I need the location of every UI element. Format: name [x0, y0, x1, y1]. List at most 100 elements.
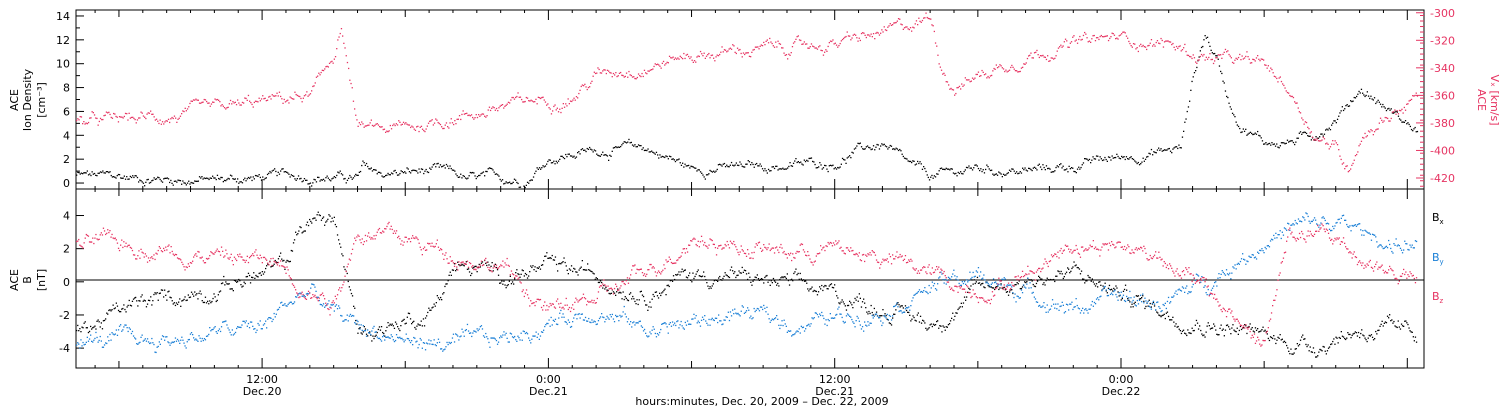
data-point [1191, 57, 1193, 60]
data-point [508, 280, 510, 282]
data-point [732, 309, 734, 311]
data-point [232, 334, 234, 336]
data-point [574, 268, 576, 270]
data-point [207, 177, 209, 180]
data-point [503, 107, 505, 109]
data-point [1242, 58, 1244, 60]
data-point [1127, 299, 1129, 301]
data-point [1230, 333, 1232, 335]
data-point [1175, 45, 1178, 48]
data-point [795, 331, 797, 333]
data-point [1230, 278, 1232, 280]
data-point [1117, 291, 1119, 293]
data-point [905, 157, 907, 160]
data-point [465, 261, 467, 263]
data-point [1055, 303, 1057, 305]
data-point [241, 101, 244, 104]
data-point [563, 157, 566, 160]
data-point [182, 180, 184, 182]
data-point [986, 281, 988, 283]
data-point [688, 323, 690, 325]
data-point [531, 179, 533, 181]
data-point [225, 320, 227, 322]
data-point [296, 234, 298, 236]
data-point [1294, 219, 1296, 222]
data-point [1032, 283, 1034, 286]
data-point [167, 341, 169, 343]
data-point [1290, 95, 1292, 98]
data-point [729, 269, 732, 271]
data-point [936, 173, 938, 175]
data-point [523, 275, 525, 277]
data-point [559, 158, 561, 160]
data-point [1189, 332, 1191, 334]
data-point [446, 341, 448, 344]
data-point [670, 57, 672, 59]
data-point [573, 155, 575, 157]
data-point [314, 286, 316, 288]
data-point [711, 317, 713, 319]
data-point [507, 101, 510, 103]
data-point [590, 321, 592, 324]
data-point [1174, 49, 1176, 51]
data-point [1095, 298, 1098, 300]
data-point [987, 75, 989, 78]
data-point [946, 81, 949, 83]
data-point [641, 148, 643, 151]
data-point [1113, 34, 1116, 36]
data-point [1130, 156, 1132, 158]
data-point [280, 170, 282, 172]
data-point [485, 170, 487, 173]
data-point [1194, 324, 1196, 326]
data-point [77, 118, 79, 120]
data-point [276, 92, 278, 94]
data-point [466, 323, 469, 326]
data-point [387, 322, 389, 324]
data-point [641, 72, 643, 75]
data-point [433, 122, 436, 124]
data-point [245, 276, 247, 278]
data-point [1138, 299, 1141, 301]
data-point [593, 149, 595, 151]
data-point [103, 115, 105, 117]
data-point [894, 305, 896, 307]
data-point [376, 123, 378, 125]
data-point [1097, 155, 1099, 157]
data-point [729, 47, 731, 49]
data-point [847, 314, 850, 316]
data-point [1069, 168, 1071, 170]
data-point [659, 331, 661, 334]
data-point [411, 340, 413, 342]
data-point [962, 173, 964, 175]
data-point [1301, 336, 1303, 338]
data-point [266, 327, 268, 329]
data-point [322, 178, 325, 180]
data-point [525, 96, 527, 99]
data-point [291, 98, 294, 100]
data-point [352, 100, 355, 102]
data-point [795, 268, 797, 270]
data-point [717, 55, 720, 57]
data-point [1316, 223, 1318, 225]
data-point [936, 320, 938, 323]
data-point [451, 169, 454, 171]
data-point [1184, 121, 1186, 123]
data-point [942, 168, 944, 170]
data-point [242, 320, 244, 322]
data-point [1298, 132, 1300, 134]
data-point [1235, 121, 1237, 123]
data-point [1295, 222, 1297, 224]
data-point [578, 313, 580, 315]
data-point [218, 291, 221, 293]
data-point [1218, 334, 1220, 336]
data-point [1155, 152, 1157, 154]
data-point [1233, 267, 1235, 269]
data-point [552, 110, 554, 112]
data-point [1078, 166, 1080, 168]
data-point [1394, 111, 1396, 113]
data-point [196, 339, 198, 341]
data-point [1253, 331, 1256, 333]
data-point [287, 260, 289, 262]
data-point [786, 331, 788, 333]
data-point [244, 177, 246, 179]
